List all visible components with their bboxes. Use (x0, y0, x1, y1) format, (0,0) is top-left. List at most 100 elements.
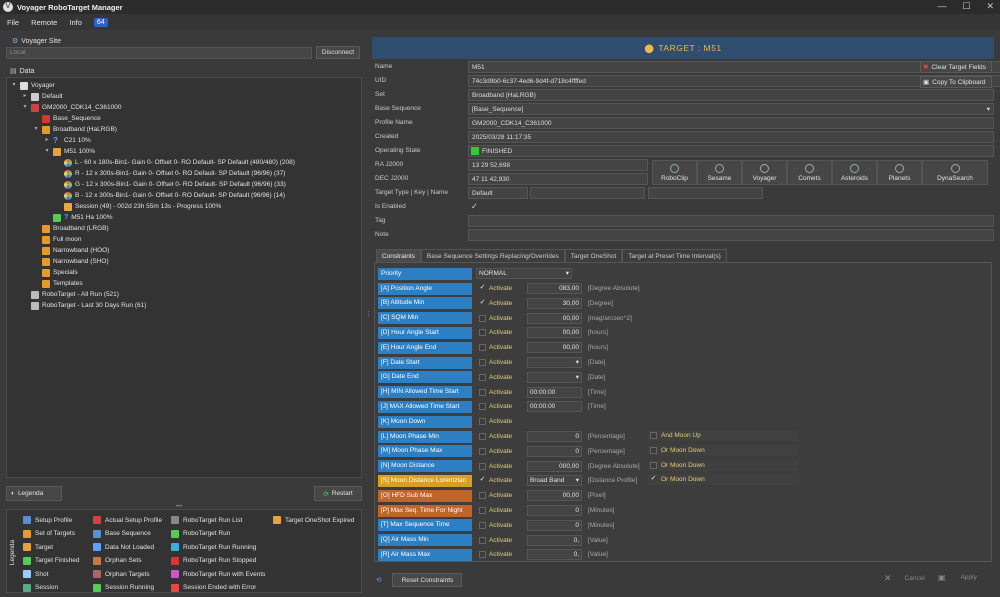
moon-condition-option[interactable]: And Moon Up (648, 430, 798, 441)
tree-expander-icon[interactable]: ▾ (34, 126, 38, 132)
tab-3[interactable]: Target at Preset Time Interval(s) (622, 249, 727, 262)
data-tree[interactable]: ▾ Voyager ▸ Default ▾ GM2000_CDK14_C361000 Bas… (6, 77, 362, 478)
tree-item[interactable]: Narrowband (HOO) (33, 245, 109, 256)
tree-item[interactable]: Templates (33, 278, 83, 289)
disconnect-button[interactable]: Disconnect (316, 46, 360, 59)
constraint-value[interactable]: 0, (527, 549, 582, 561)
copy-to-clipboard-button[interactable]: ▣ Copy To Clipboard (920, 76, 992, 88)
close-icon[interactable]: ✕ (986, 1, 994, 11)
dynasearch-button[interactable]: DynaSearch (922, 160, 988, 185)
clear-target-fields-button[interactable]: ✖ Clear Target Fields (920, 61, 992, 73)
constraint-value[interactable]: 00:00:00 (527, 386, 582, 398)
dropdown-arrow-icon[interactable]: ▾ (565, 270, 569, 277)
target-type-field[interactable] (530, 187, 645, 199)
vertical-splitter[interactable]: ⋮ (365, 311, 372, 318)
voyager-button[interactable]: Voyager (742, 160, 787, 185)
field-value[interactable]: [Base_Sequence] ▾ (468, 103, 994, 115)
activate-checkbox[interactable] (479, 462, 486, 470)
activate-checkbox[interactable]: ✓ (479, 298, 486, 306)
constraint-value[interactable]: 0 (527, 519, 582, 531)
moon-condition-option[interactable]: Or Moon Down (648, 459, 798, 471)
tab-0[interactable]: Constraints (376, 249, 421, 262)
maximize-icon[interactable]: ☐ (962, 1, 971, 11)
constraint-value[interactable]: 000,00 (527, 460, 582, 472)
activate-checkbox[interactable] (479, 329, 486, 337)
target-type-field[interactable] (648, 187, 763, 199)
menu-remote[interactable]: Remote (31, 17, 58, 27)
activate-checkbox[interactable] (479, 418, 486, 426)
activate-checkbox[interactable]: ✓ (479, 476, 486, 484)
site-select[interactable]: Local (6, 47, 312, 59)
moon-condition-option[interactable]: Or Moon Down (648, 444, 798, 456)
planets-button[interactable]: Planets (877, 160, 922, 185)
field-value[interactable]: 2025/03/28 11:17:35 (468, 131, 994, 143)
activate-checkbox[interactable] (479, 403, 486, 411)
dropdown-arrow-icon[interactable]: ▾ (575, 359, 579, 366)
tree-item[interactable]: ? M51 Ha 100% (44, 212, 112, 223)
activate-checkbox[interactable] (479, 433, 486, 440)
activate-checkbox[interactable] (479, 314, 486, 322)
tree-item[interactable]: B - 12 x 300s-Bin1- Gain 0- Offset 0- RO… (55, 190, 285, 201)
menu-info[interactable]: Info (69, 17, 82, 27)
tree-item[interactable]: ▸ Default (22, 91, 63, 102)
field-value[interactable]: ✓ (468, 201, 994, 213)
tree-item[interactable]: ▸? C21 10% (44, 135, 90, 146)
tab-2[interactable]: Target OneShot (564, 249, 623, 262)
restart-button[interactable]: ⟳ Restart (314, 486, 362, 501)
moon-condition-checkbox[interactable]: ✓ (650, 475, 657, 483)
tree-expander-icon[interactable]: ▾ (45, 148, 49, 154)
tree-item[interactable]: ▾ GM2000_CDK14_C361000 (22, 102, 122, 113)
field-value[interactable]: Default (468, 187, 528, 199)
field-value[interactable] (468, 215, 994, 227)
tree-item[interactable]: Narrowband (SHO) (33, 256, 109, 267)
tree-item[interactable]: Base_Sequence (33, 113, 101, 124)
tree-item[interactable]: R - 12 x 300s-Bin1- Gain 0- Offset 0- RO… (55, 168, 285, 179)
constraint-value[interactable]: 0, (527, 534, 582, 546)
activate-checkbox[interactable] (479, 507, 486, 514)
tree-expander-icon[interactable]: ▸ (45, 137, 49, 143)
tree-item[interactable]: RoboTarget - Last 30 Days Run (61) (22, 300, 146, 311)
tree-item[interactable]: G - 12 x 300s-Bin1- Gain 0- Offset 0- RO… (55, 179, 286, 190)
tree-item[interactable]: ▾ Broadband (HaLRGB) (33, 124, 117, 135)
moon-condition-checkbox[interactable] (650, 432, 657, 439)
constraint-value[interactable]: 00,00 (527, 312, 582, 324)
reset-constraints-button[interactable]: Reset Constraints (392, 573, 463, 587)
dropdown-arrow-icon[interactable]: ▾ (575, 373, 579, 381)
comets-button[interactable]: Comets (787, 160, 832, 185)
constraint-value[interactable]: 0 (527, 431, 582, 442)
field-value[interactable]: Broadband (HaLRGB) (468, 89, 994, 101)
tree-item[interactable]: Broadband (LRGB) (33, 223, 109, 234)
field-value[interactable] (468, 229, 994, 241)
constraint-value[interactable]: 00,00 (527, 327, 582, 339)
activate-checkbox[interactable] (479, 536, 486, 544)
moon-condition-checkbox[interactable] (650, 461, 657, 469)
tab-1[interactable]: Base Sequence Settings Replacing/Overrid… (420, 249, 565, 262)
tree-expander-icon[interactable]: ▾ (23, 104, 27, 110)
constraint-value[interactable]: 00:00:00 (527, 401, 582, 413)
field-value[interactable]: 74c3d9b0-6c37-4ed6-9d4f-d718c4ffffed (468, 75, 1000, 87)
activate-checkbox[interactable] (479, 359, 486, 366)
tree-expander-icon[interactable]: ▸ (23, 93, 27, 99)
dropdown-arrow-icon[interactable]: ▾ (575, 477, 579, 485)
field-value[interactable]: FINISHED (468, 145, 994, 157)
apply-button[interactable]: ▣ Apply (938, 573, 977, 582)
splitter-handle[interactable]: ••• (176, 504, 183, 510)
activate-checkbox[interactable] (479, 551, 486, 559)
legenda-button[interactable]: ◐ Legenda (6, 486, 62, 501)
constraint-value[interactable]: 00,00 (527, 342, 582, 354)
constraint-value[interactable]: ▾ (527, 357, 582, 368)
field-value[interactable]: GM2000_CDK14_C361000 (468, 117, 994, 129)
tree-item[interactable]: Specials (33, 267, 78, 278)
tree-item[interactable]: ▾ Voyager (11, 80, 55, 91)
tree-item[interactable]: Full moon (33, 234, 82, 245)
activate-checkbox[interactable] (479, 447, 486, 455)
field-value[interactable]: M51 (468, 61, 1000, 73)
activate-checkbox[interactable]: ✓ (479, 284, 486, 291)
constraint-value[interactable]: ▾ (527, 371, 582, 383)
activate-checkbox[interactable] (479, 373, 486, 381)
tree-item[interactable]: L - 60 x 180s-Bin1- Gain 0- Offset 0- RO… (55, 157, 295, 168)
moon-condition-checkbox[interactable] (650, 446, 657, 454)
constraint-value[interactable]: 30,00 (527, 297, 582, 309)
constraint-value[interactable]: 0 (527, 505, 582, 516)
activate-checkbox[interactable] (479, 492, 486, 500)
